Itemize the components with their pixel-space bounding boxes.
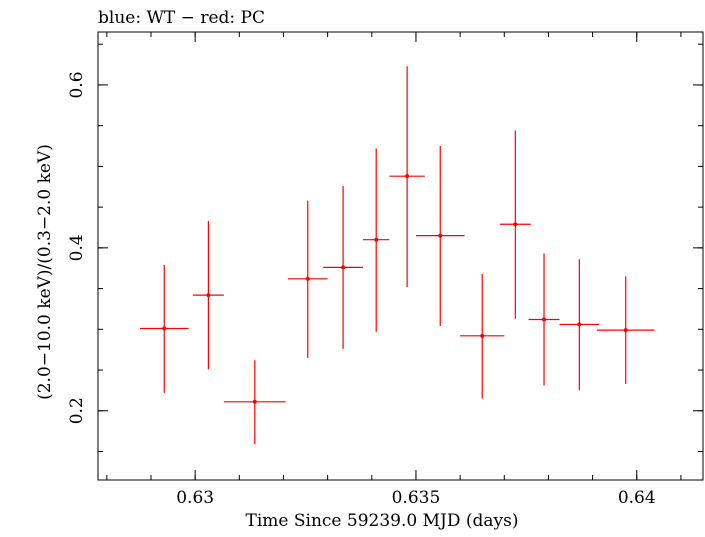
- point-marker: [438, 233, 443, 238]
- data-point: [499, 130, 531, 319]
- x-tick-label: 0.63: [176, 488, 214, 508]
- data-point: [415, 146, 465, 327]
- y-tick-label: 0.4: [67, 234, 87, 261]
- plot-frame: [97, 31, 704, 481]
- point-marker: [405, 174, 410, 179]
- point-marker: [162, 326, 167, 331]
- point-marker: [577, 322, 582, 327]
- point-marker: [480, 333, 485, 338]
- data-point: [559, 259, 600, 391]
- data-point: [139, 264, 189, 393]
- point-marker: [252, 399, 257, 404]
- data-point: [528, 253, 560, 386]
- data-point: [323, 185, 363, 349]
- y-tick-label: 0.6: [67, 71, 87, 98]
- data-point: [460, 273, 505, 399]
- x-tick-label: 0.635: [392, 488, 441, 508]
- point-marker: [623, 328, 628, 333]
- point-marker: [206, 293, 211, 298]
- x-tick-label: 0.64: [618, 488, 656, 508]
- data-series: [139, 66, 655, 445]
- point-marker: [513, 222, 518, 227]
- chart-title: blue: WT − red: PC: [98, 8, 265, 28]
- data-point: [287, 200, 328, 358]
- data-point: [192, 220, 224, 370]
- point-marker: [374, 237, 379, 242]
- y-tick-label: 0.2: [67, 397, 87, 424]
- y-axis-label: (2.0−10.0 keV)/(0.3−2.0 keV): [35, 144, 55, 400]
- data-point: [362, 148, 390, 332]
- x-axis-label: Time Since 59239.0 MJD (days): [246, 511, 519, 531]
- point-marker: [542, 317, 547, 322]
- axis-ticks: 0.63 0.635 0.64 0.2 0.4 0.6: [67, 32, 703, 508]
- data-point: [223, 360, 286, 445]
- data-point: [597, 276, 655, 384]
- data-point: [389, 66, 425, 287]
- point-marker: [305, 276, 310, 281]
- point-marker: [341, 265, 346, 270]
